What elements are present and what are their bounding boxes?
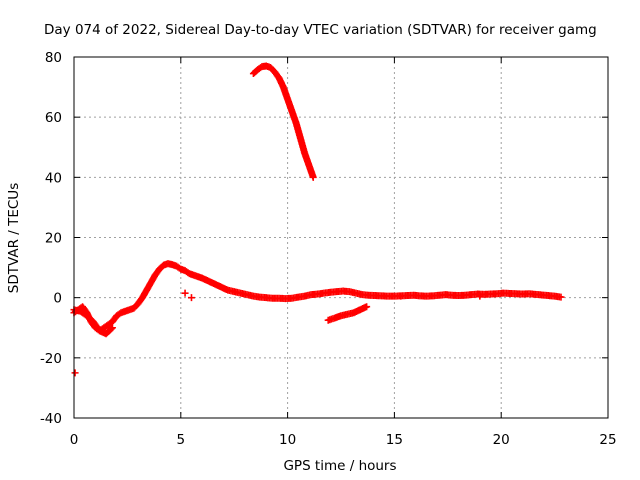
data-point [557,293,565,301]
data-point [181,289,189,297]
data-point [71,369,79,377]
data-point-fill [107,325,115,333]
data-point [187,294,195,302]
y-tick-label: -40 [40,411,62,427]
plot-frame [73,56,609,419]
y-tick-label: 60 [45,110,62,126]
y-tick-label: 40 [45,170,62,186]
x-tick-label: 20 [493,432,510,448]
x-tick-label: 25 [599,432,616,448]
series-main-arc [70,260,565,335]
y-axis-label: SDTVAR / TECUs [6,183,22,293]
chart-title: Day 074 of 2022, Sidereal Day-to-day VTE… [44,22,597,38]
y-tick-label: 0 [53,291,62,307]
data-point [476,292,484,300]
x-axis-label: GPS time / hours [283,458,396,474]
data-point [108,324,116,332]
y-tick-label: 20 [45,231,62,247]
y-tick-label: 80 [45,50,62,66]
data-point [363,303,371,311]
data-point [397,292,405,300]
x-tick-label: 5 [177,432,186,448]
x-tick-label: 10 [279,432,296,448]
x-tick-label: 15 [386,432,403,448]
series-isolated-points [71,289,484,377]
data-points [70,62,565,377]
data-point [309,173,317,181]
y-tick-label: -20 [40,351,62,367]
series-lower-arc [324,303,371,324]
series-upper-arc [249,62,317,181]
tick-labels: 0 5 10 15 20 25 -40 -20 0 20 40 60 80 [40,50,617,448]
x-tick-label: 0 [70,432,79,448]
grid-lines [74,57,608,418]
